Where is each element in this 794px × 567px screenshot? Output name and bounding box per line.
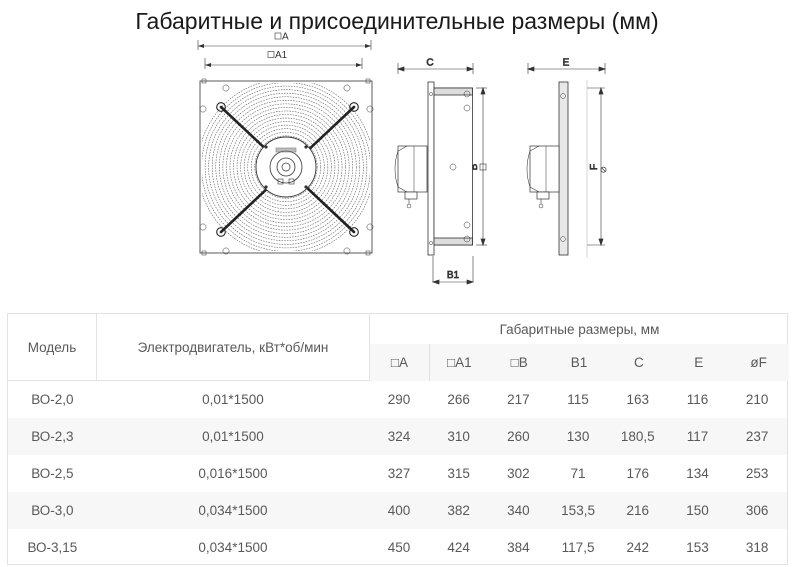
svg-text:C: C	[426, 58, 433, 69]
svg-text:A: A	[282, 32, 289, 43]
svg-text:A1: A1	[275, 50, 288, 61]
svg-text:E: E	[563, 58, 570, 69]
svg-text:F: F	[589, 164, 600, 170]
svg-text:B1: B1	[447, 270, 460, 281]
